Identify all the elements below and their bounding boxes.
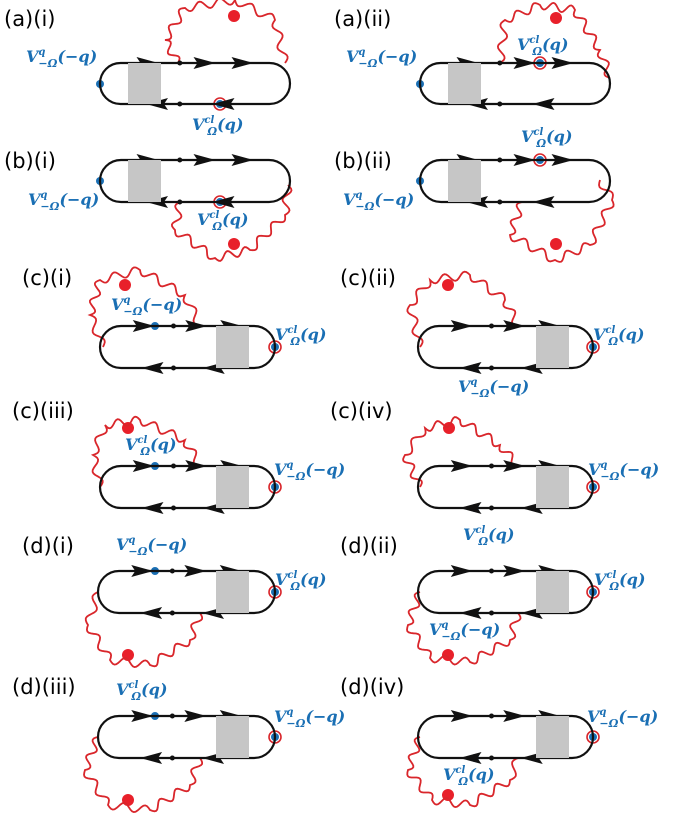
vertex-label-c-i-right: Vcl Ω(q)	[275, 325, 326, 348]
vertex-label-d-iii-left: Vcl Ω(q)	[116, 680, 167, 703]
vertex-label-c-iii-left: Vcl Ω(q)	[125, 435, 176, 458]
vertex-label-c-i-left: Vq −Ω(−q)	[111, 295, 182, 318]
vertex-correction-box-a-i	[128, 63, 161, 104]
vertex-correction-box-d-i	[216, 571, 249, 613]
panel-label-b-i: (b)(i)	[4, 149, 56, 173]
panel-label-d-iii: (d)(iii)	[12, 675, 76, 699]
fermion-loop-d-iii	[96, 714, 277, 760]
vertex-label-d-iv-left: Vcl Ω(q)	[443, 765, 494, 788]
fermion-loop-b-ii	[418, 158, 612, 204]
wavy-line-c-iv	[402, 416, 519, 488]
wavy-line-b-i	[170, 184, 293, 262]
wavy-line-c-i	[87, 266, 201, 348]
vertex-label-a-ii-right: Vcl Ω(q)	[517, 35, 568, 58]
panel-label-b-ii: (b)(ii)	[334, 149, 392, 173]
vertex-correction-box-d-iii	[216, 716, 249, 758]
interaction-blob-d-iii	[122, 794, 134, 806]
fermion-loop-d-ii	[416, 569, 595, 615]
panel-label-d-i: (d)(i)	[22, 534, 74, 558]
vertex-label-c-iii-right: Vq −Ω(−q)	[274, 460, 345, 483]
interaction-blob-c-ii	[442, 279, 454, 291]
wavy-line-d-i	[84, 591, 203, 669]
vertex-label-a-ii-left: Vq −Ω(−q)	[346, 47, 417, 70]
vertex-label-a-i-left: Vq −Ω(−q)	[26, 47, 97, 70]
vertex-correction-box-d-ii	[536, 571, 569, 613]
vertex-correction-box-c-iii	[216, 466, 249, 508]
vertex-label-c-iv-right: Vq −Ω(−q)	[588, 460, 659, 483]
vertex-label-d-i-right: Vcl Ω(q)	[275, 570, 326, 593]
wavy-line-d-ii	[406, 591, 522, 666]
interaction-blob-b-i	[228, 238, 240, 250]
panel-label-c-i: (c)(i)	[22, 266, 72, 290]
fermion-loop-d-i	[96, 569, 277, 615]
vertex-label-d-ii-right: Vcl Ω(q)	[594, 570, 645, 593]
fermion-loop-b-i	[98, 158, 292, 204]
interaction-blob-a-ii	[550, 12, 562, 24]
vertex-label-b-i-right: Vcl Ω(q)	[197, 210, 248, 233]
vertex-label-d-i-left: Vq −Ω(−q)	[116, 535, 187, 558]
vertex-correction-box-c-iv	[536, 466, 569, 508]
fermion-loop-c-ii	[416, 324, 595, 370]
vertex-correction-box-a-ii	[448, 63, 481, 104]
wavy-line-b-ii	[508, 179, 615, 263]
panel-label-c-iv: (c)(iv)	[330, 399, 393, 423]
wavy-line-c-iii	[90, 415, 201, 488]
vertex-correction-box-b-i	[128, 160, 161, 202]
interaction-blob-b-ii	[550, 238, 562, 250]
fermion-loop-a-ii	[418, 61, 612, 106]
vertex-label-d-iv-right: Vq −Ω(−q)	[587, 707, 658, 730]
fermion-loop-a-i	[98, 61, 292, 106]
panel-label-c-ii: (c)(ii)	[340, 266, 396, 290]
vertex-label-c-ii-right: Vcl Ω(q)	[593, 325, 644, 348]
vertex-correction-box-c-ii	[536, 326, 569, 368]
vertex-correction-box-c-i	[216, 326, 249, 368]
interaction-blob-d-ii	[442, 649, 454, 661]
panel-label-a-i: (a)(i)	[4, 7, 55, 31]
fermion-loop-c-iii	[98, 464, 277, 510]
panel-label-d-ii: (d)(ii)	[340, 534, 398, 558]
vertex-label-c-ii-left: Vq −Ω(−q)	[458, 377, 529, 400]
vertex-label-c-iv-left: Vcl Ω(q)	[463, 525, 514, 548]
fermion-loop-d-iv	[416, 714, 595, 760]
vertex-label-d-ii-left: Vq −Ω(−q)	[429, 620, 500, 643]
fermion-loop-c-iv	[416, 464, 595, 510]
panel-label-d-iv: (d)(iv)	[340, 675, 404, 699]
wavy-line-a-ii	[496, 1, 611, 79]
interaction-blob-c-iv	[443, 422, 455, 434]
wavy-line-d-iii	[83, 736, 203, 814]
vertex-label-b-ii-right: Vcl Ω(q)	[521, 127, 572, 150]
vertex-label-b-i-left: Vq −Ω(−q)	[28, 190, 99, 213]
wavy-line-a-i	[164, 0, 289, 64]
fermion-loop-c-i	[98, 324, 277, 370]
vertex-label-a-i-right: Vcl Ω(q)	[192, 115, 243, 138]
wavy-line-c-ii	[406, 270, 519, 348]
panel-label-c-iii: (c)(iii)	[12, 399, 74, 423]
interaction-blob-c-i	[119, 279, 131, 291]
vertex-label-d-iii-right: Vq −Ω(−q)	[274, 707, 345, 730]
vertex-correction-box-b-ii	[448, 160, 481, 202]
wavy-line-d-iv	[406, 736, 519, 809]
vertex-correction-box-d-iv	[536, 716, 569, 758]
interaction-blob-a-i	[228, 10, 240, 22]
panel-label-a-ii: (a)(ii)	[334, 7, 391, 31]
vertex-label-b-ii-left: Vq −Ω(−q)	[343, 190, 414, 213]
